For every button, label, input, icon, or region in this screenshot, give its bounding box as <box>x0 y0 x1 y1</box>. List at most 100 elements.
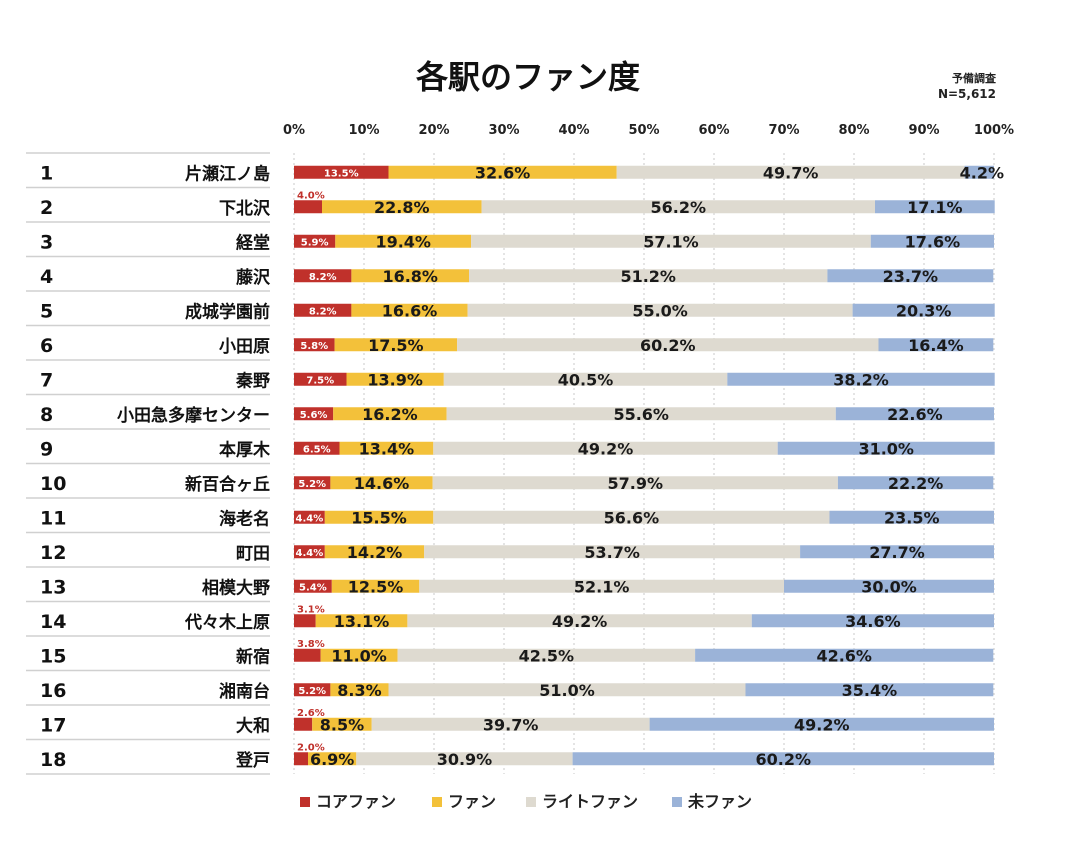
bar-segment <box>294 200 322 214</box>
data-label: 3.8% <box>297 639 325 650</box>
data-label: 8.3% <box>337 681 381 700</box>
data-label: 20.3% <box>896 301 952 320</box>
data-label: 8.5% <box>320 715 364 734</box>
station-label: 片瀬江ノ島 <box>185 163 270 184</box>
station-label: 町田 <box>236 544 270 564</box>
x-tick-label: 40% <box>558 123 589 138</box>
data-label: 23.5% <box>884 508 940 527</box>
rank-label: 9 <box>40 438 53 460</box>
x-tick-label: 90% <box>908 123 939 138</box>
data-label: 4.2% <box>960 163 1004 182</box>
bar-segment <box>294 234 336 248</box>
data-label: 16.2% <box>362 405 418 424</box>
rank-label: 16 <box>40 680 66 702</box>
data-label: 4.4% <box>296 513 324 524</box>
bar-segment <box>294 717 313 731</box>
bar-segment <box>351 303 468 317</box>
data-label: 40.5% <box>558 370 614 389</box>
bar-segment <box>433 441 778 455</box>
legend-swatch <box>526 797 536 807</box>
bar-segment <box>294 441 340 455</box>
bar-segment <box>294 510 325 524</box>
data-label: 13.5% <box>324 168 359 179</box>
x-tick-label: 50% <box>628 123 659 138</box>
bar-segment <box>320 648 398 662</box>
rank-label: 4 <box>40 266 53 288</box>
data-label: 5.6% <box>300 410 328 421</box>
bar-segment <box>432 476 838 490</box>
bar-segment <box>481 200 875 214</box>
rank-label: 5 <box>40 300 53 322</box>
station-label: 登戸 <box>235 750 270 771</box>
x-tick-label: 80% <box>838 123 869 138</box>
bar-segment <box>727 372 995 386</box>
data-label: 14.2% <box>347 543 403 562</box>
bar-segment <box>407 614 752 628</box>
data-label: 27.7% <box>869 543 925 562</box>
station-label: 新百合ヶ丘 <box>185 474 270 495</box>
x-tick-label: 60% <box>698 123 729 138</box>
data-label: 4.0% <box>297 190 325 201</box>
bar-segment <box>446 407 836 421</box>
bar-segment <box>333 407 447 421</box>
rank-label: 10 <box>40 473 66 495</box>
bar-segment <box>397 648 696 662</box>
rank-label: 14 <box>40 611 66 633</box>
x-tick-label: 0% <box>283 123 305 138</box>
x-tick-label: 100% <box>974 123 1014 138</box>
data-label: 17.1% <box>907 198 963 217</box>
station-label: 相模大野 <box>202 577 270 598</box>
data-label: 13.4% <box>359 439 415 458</box>
bar-segment <box>784 579 994 593</box>
bar-segment <box>800 545 994 559</box>
data-label: 49.2% <box>794 715 850 734</box>
bar-segment <box>335 234 472 248</box>
bar-segment <box>294 407 334 421</box>
data-label: 32.6% <box>475 163 531 182</box>
data-label: 49.2% <box>552 612 608 631</box>
bar-segment <box>870 234 994 248</box>
x-tick-label: 20% <box>418 123 449 138</box>
legend-label: 未ファン <box>687 792 752 811</box>
data-label: 57.1% <box>643 232 699 251</box>
bar-segment <box>294 165 389 179</box>
x-tick-label: 70% <box>768 123 799 138</box>
bar-segment <box>419 579 784 593</box>
survey-note: 予備調査 <box>952 71 996 85</box>
data-label: 52.1% <box>574 577 630 596</box>
data-label: 56.2% <box>651 198 707 217</box>
bar-segment <box>469 269 828 283</box>
data-label: 5.2% <box>298 686 326 697</box>
bar-segment <box>878 338 994 352</box>
bar-segment <box>324 510 434 524</box>
rank-label: 1 <box>40 162 53 184</box>
data-label: 7.5% <box>306 375 334 386</box>
data-label: 2.0% <box>297 742 325 753</box>
data-label: 35.4% <box>842 681 898 700</box>
rank-label: 7 <box>40 369 53 391</box>
data-label: 30.0% <box>861 577 917 596</box>
station-label: 藤沢 <box>236 267 271 288</box>
data-label: 13.1% <box>334 612 390 631</box>
station-label: 大和 <box>236 715 270 736</box>
legend-label: ファン <box>448 792 496 811</box>
rank-label: 3 <box>40 231 53 253</box>
data-label: 60.2% <box>640 336 696 355</box>
bar-segment <box>457 338 879 352</box>
legend-swatch <box>432 797 442 807</box>
data-label: 56.6% <box>604 508 660 527</box>
rank-label: 15 <box>40 645 66 667</box>
data-label: 16.8% <box>382 267 438 286</box>
bar-segment <box>330 476 433 490</box>
data-label: 16.6% <box>382 301 438 320</box>
data-label: 14.6% <box>354 474 410 493</box>
data-label: 60.2% <box>756 750 812 769</box>
chart-title: 各駅のファン度 <box>416 58 640 96</box>
legend-label: コアファン <box>316 792 396 811</box>
rank-label: 2 <box>40 197 53 219</box>
bar-segment <box>751 614 994 628</box>
data-label: 55.0% <box>632 301 688 320</box>
rank-label: 17 <box>40 714 66 736</box>
bar-segment <box>616 165 965 179</box>
station-label: 経堂 <box>236 232 270 253</box>
